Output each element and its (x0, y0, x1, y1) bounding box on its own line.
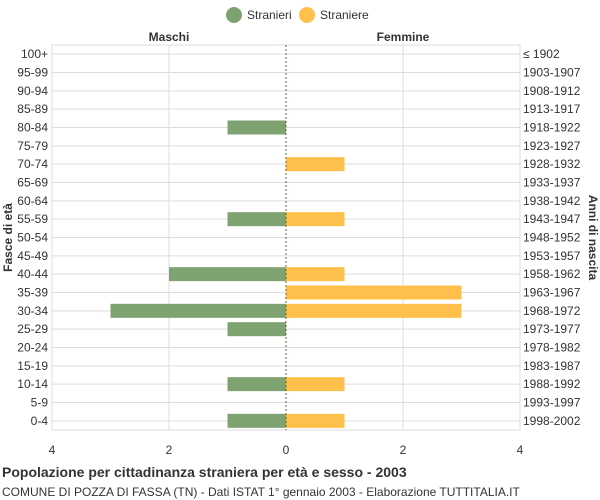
birth-year-label: 1918-1922 (523, 121, 581, 135)
chart-title: Popolazione per cittadinanza straniera p… (2, 464, 407, 480)
bar-male (227, 377, 286, 392)
legend-swatch (299, 7, 315, 23)
females-header: Femmine (377, 30, 430, 44)
birth-year-label: 1933-1937 (523, 176, 581, 190)
birth-year-label: 1923-1927 (523, 139, 581, 153)
birth-year-label: 1988-1992 (523, 377, 581, 391)
birth-year-label: 1938-1942 (523, 194, 581, 208)
bar-male (169, 267, 286, 282)
bar-male (227, 212, 286, 227)
age-group-label: 35-39 (17, 286, 48, 300)
birth-year-label: 1993-1997 (523, 396, 581, 410)
age-group-label: 85-89 (17, 102, 48, 116)
age-group-label: 10-14 (17, 377, 48, 391)
birth-year-label: 1958-1962 (523, 267, 581, 281)
y-axis-label-right: Anni di nascita (586, 195, 600, 281)
birth-year-label: 1913-1917 (523, 102, 581, 116)
age-group-label: 95-99 (17, 66, 48, 80)
age-group-label: 45-49 (17, 249, 48, 263)
x-tick-label: 2 (166, 443, 173, 457)
age-group-label: 75-79 (17, 139, 48, 153)
birth-year-label: 1903-1907 (523, 66, 581, 80)
x-tick-label: 0 (283, 443, 290, 457)
bar-female (286, 267, 345, 282)
age-group-label: 90-94 (17, 84, 48, 98)
age-group-label: 40-44 (17, 267, 48, 281)
y-axis-label-left: Fasce di età (1, 203, 15, 272)
birth-year-label: 1928-1932 (523, 157, 581, 171)
age-group-label: 30-34 (17, 304, 48, 318)
age-group-label: 65-69 (17, 176, 48, 190)
birth-year-label: 1963-1967 (523, 286, 581, 300)
age-group-label: 80-84 (17, 121, 48, 135)
x-tick-label: 4 (517, 443, 524, 457)
birth-year-label: 1998-2002 (523, 414, 581, 428)
age-group-label: 70-74 (17, 157, 48, 171)
males-header: Maschi (149, 30, 190, 44)
birth-year-label: 1968-1972 (523, 304, 581, 318)
legend-swatch (226, 7, 242, 23)
birth-year-label: ≤ 1902 (523, 47, 560, 61)
bar-female (286, 157, 345, 172)
bar-male (110, 303, 286, 318)
birth-year-label: 1908-1912 (523, 84, 581, 98)
age-group-label: 25-29 (17, 322, 48, 336)
birth-year-label: 1943-1947 (523, 212, 581, 226)
birth-year-label: 1978-1982 (523, 341, 581, 355)
age-group-label: 55-59 (17, 212, 48, 226)
x-tick-label: 2 (400, 443, 407, 457)
x-tick-label: 4 (49, 443, 56, 457)
age-group-label: 5-9 (31, 396, 49, 410)
bar-female (286, 285, 462, 300)
birth-year-label: 1973-1977 (523, 322, 581, 336)
bar-male (227, 322, 286, 337)
age-group-label: 0-4 (31, 414, 49, 428)
bar-female (286, 377, 345, 392)
age-group-label: 50-54 (17, 231, 48, 245)
bar-female (286, 212, 345, 227)
bar-female (286, 413, 345, 428)
bar-female (286, 303, 462, 318)
age-group-label: 60-64 (17, 194, 48, 208)
birth-year-label: 1983-1987 (523, 359, 581, 373)
legend-label: Stranieri (247, 8, 292, 22)
age-group-label: 20-24 (17, 341, 48, 355)
birth-year-label: 1953-1957 (523, 249, 581, 263)
legend-label: Straniere (320, 8, 369, 22)
birth-year-label: 1948-1952 (523, 231, 581, 245)
bar-male (227, 120, 286, 135)
age-group-label: 15-19 (17, 359, 48, 373)
chart-source: COMUNE DI POZZA DI FASSA (TN) - Dati IST… (2, 485, 520, 499)
age-group-label: 100+ (21, 47, 48, 61)
bar-male (227, 413, 286, 428)
